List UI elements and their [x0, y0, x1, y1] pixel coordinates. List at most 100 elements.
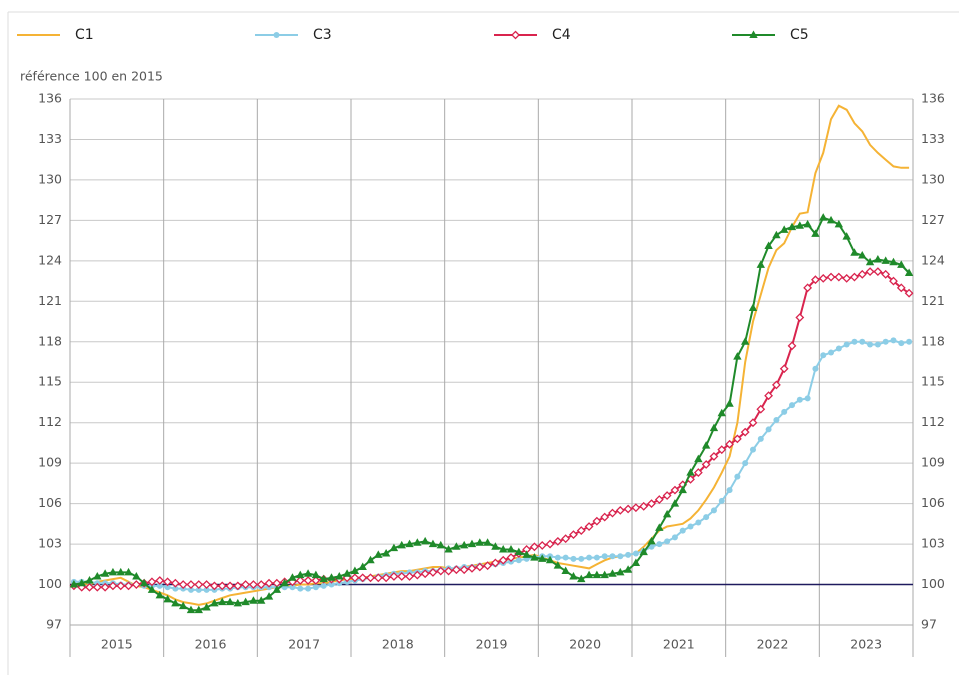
point [664, 538, 671, 545]
point [545, 539, 555, 549]
point [412, 570, 422, 580]
legend-label: C1 [75, 27, 94, 43]
x-tick-label: 2019 [476, 637, 508, 652]
point [734, 473, 741, 480]
point [811, 229, 820, 237]
point [662, 491, 672, 500]
point [296, 570, 305, 579]
point [757, 435, 764, 442]
point [570, 555, 577, 562]
y2-tick-label: 133 [921, 131, 945, 146]
point [787, 222, 797, 231]
point [562, 554, 569, 561]
y2-tick-label: 109 [921, 455, 945, 470]
point [773, 416, 780, 423]
point [264, 578, 274, 588]
point [686, 468, 695, 476]
point [834, 219, 844, 228]
point [475, 538, 484, 546]
y-tick-label: 112 [38, 414, 62, 429]
point [203, 586, 210, 593]
point [131, 580, 141, 589]
point [725, 399, 734, 407]
point [305, 585, 312, 592]
point [328, 581, 335, 588]
point [358, 562, 367, 571]
point [584, 570, 594, 579]
point [694, 454, 703, 463]
point [679, 527, 686, 534]
point [648, 543, 655, 550]
point [342, 569, 352, 577]
point [241, 597, 250, 606]
point [779, 364, 789, 374]
point [194, 580, 204, 589]
point [787, 341, 797, 351]
point [373, 573, 383, 583]
point [436, 566, 446, 576]
point [335, 571, 344, 580]
point [857, 269, 867, 279]
point [272, 585, 282, 593]
point [116, 581, 126, 591]
point [748, 418, 758, 428]
point [826, 272, 836, 282]
point [600, 570, 609, 579]
point [701, 460, 711, 469]
point [889, 257, 898, 266]
point [436, 540, 445, 549]
x-tick-label: 2018 [382, 637, 414, 652]
point [327, 573, 336, 581]
series-line [73, 104, 910, 606]
x-tick-label: 2017 [288, 637, 320, 652]
point [820, 352, 827, 359]
y2-tick-label: 124 [921, 252, 945, 267]
series-line [73, 270, 910, 589]
legend-marker [749, 30, 758, 38]
point [655, 523, 664, 531]
point [381, 549, 391, 557]
point [124, 581, 133, 591]
point [506, 544, 516, 553]
legend-marker [273, 32, 280, 38]
point [765, 426, 772, 433]
point [491, 542, 500, 550]
point [320, 582, 327, 589]
point [569, 530, 578, 540]
point [459, 565, 469, 575]
point [506, 553, 516, 562]
point [233, 581, 243, 591]
point [842, 273, 852, 283]
point [537, 541, 547, 550]
point [819, 213, 828, 221]
x-tick-label: 2020 [569, 637, 601, 652]
point [670, 499, 680, 507]
point [420, 536, 430, 545]
point [405, 572, 414, 581]
point [584, 522, 594, 531]
point [904, 288, 914, 298]
point [608, 569, 617, 577]
point [225, 581, 235, 591]
point [756, 404, 766, 414]
point [647, 499, 656, 509]
y-tick-label: 106 [38, 495, 62, 510]
point [195, 586, 202, 593]
y-tick-label: 133 [38, 131, 62, 146]
point [592, 516, 602, 526]
point [209, 581, 219, 591]
point [631, 558, 641, 566]
point [288, 573, 297, 581]
point [656, 541, 663, 548]
point [654, 495, 664, 504]
x-tick-label: 2022 [757, 637, 789, 652]
y-tick-label: 100 [38, 576, 62, 591]
point [859, 338, 866, 345]
point [389, 572, 399, 581]
point [593, 554, 600, 561]
point [631, 503, 641, 513]
point [740, 337, 750, 345]
point [835, 345, 842, 352]
point [218, 597, 227, 606]
point [85, 575, 94, 584]
